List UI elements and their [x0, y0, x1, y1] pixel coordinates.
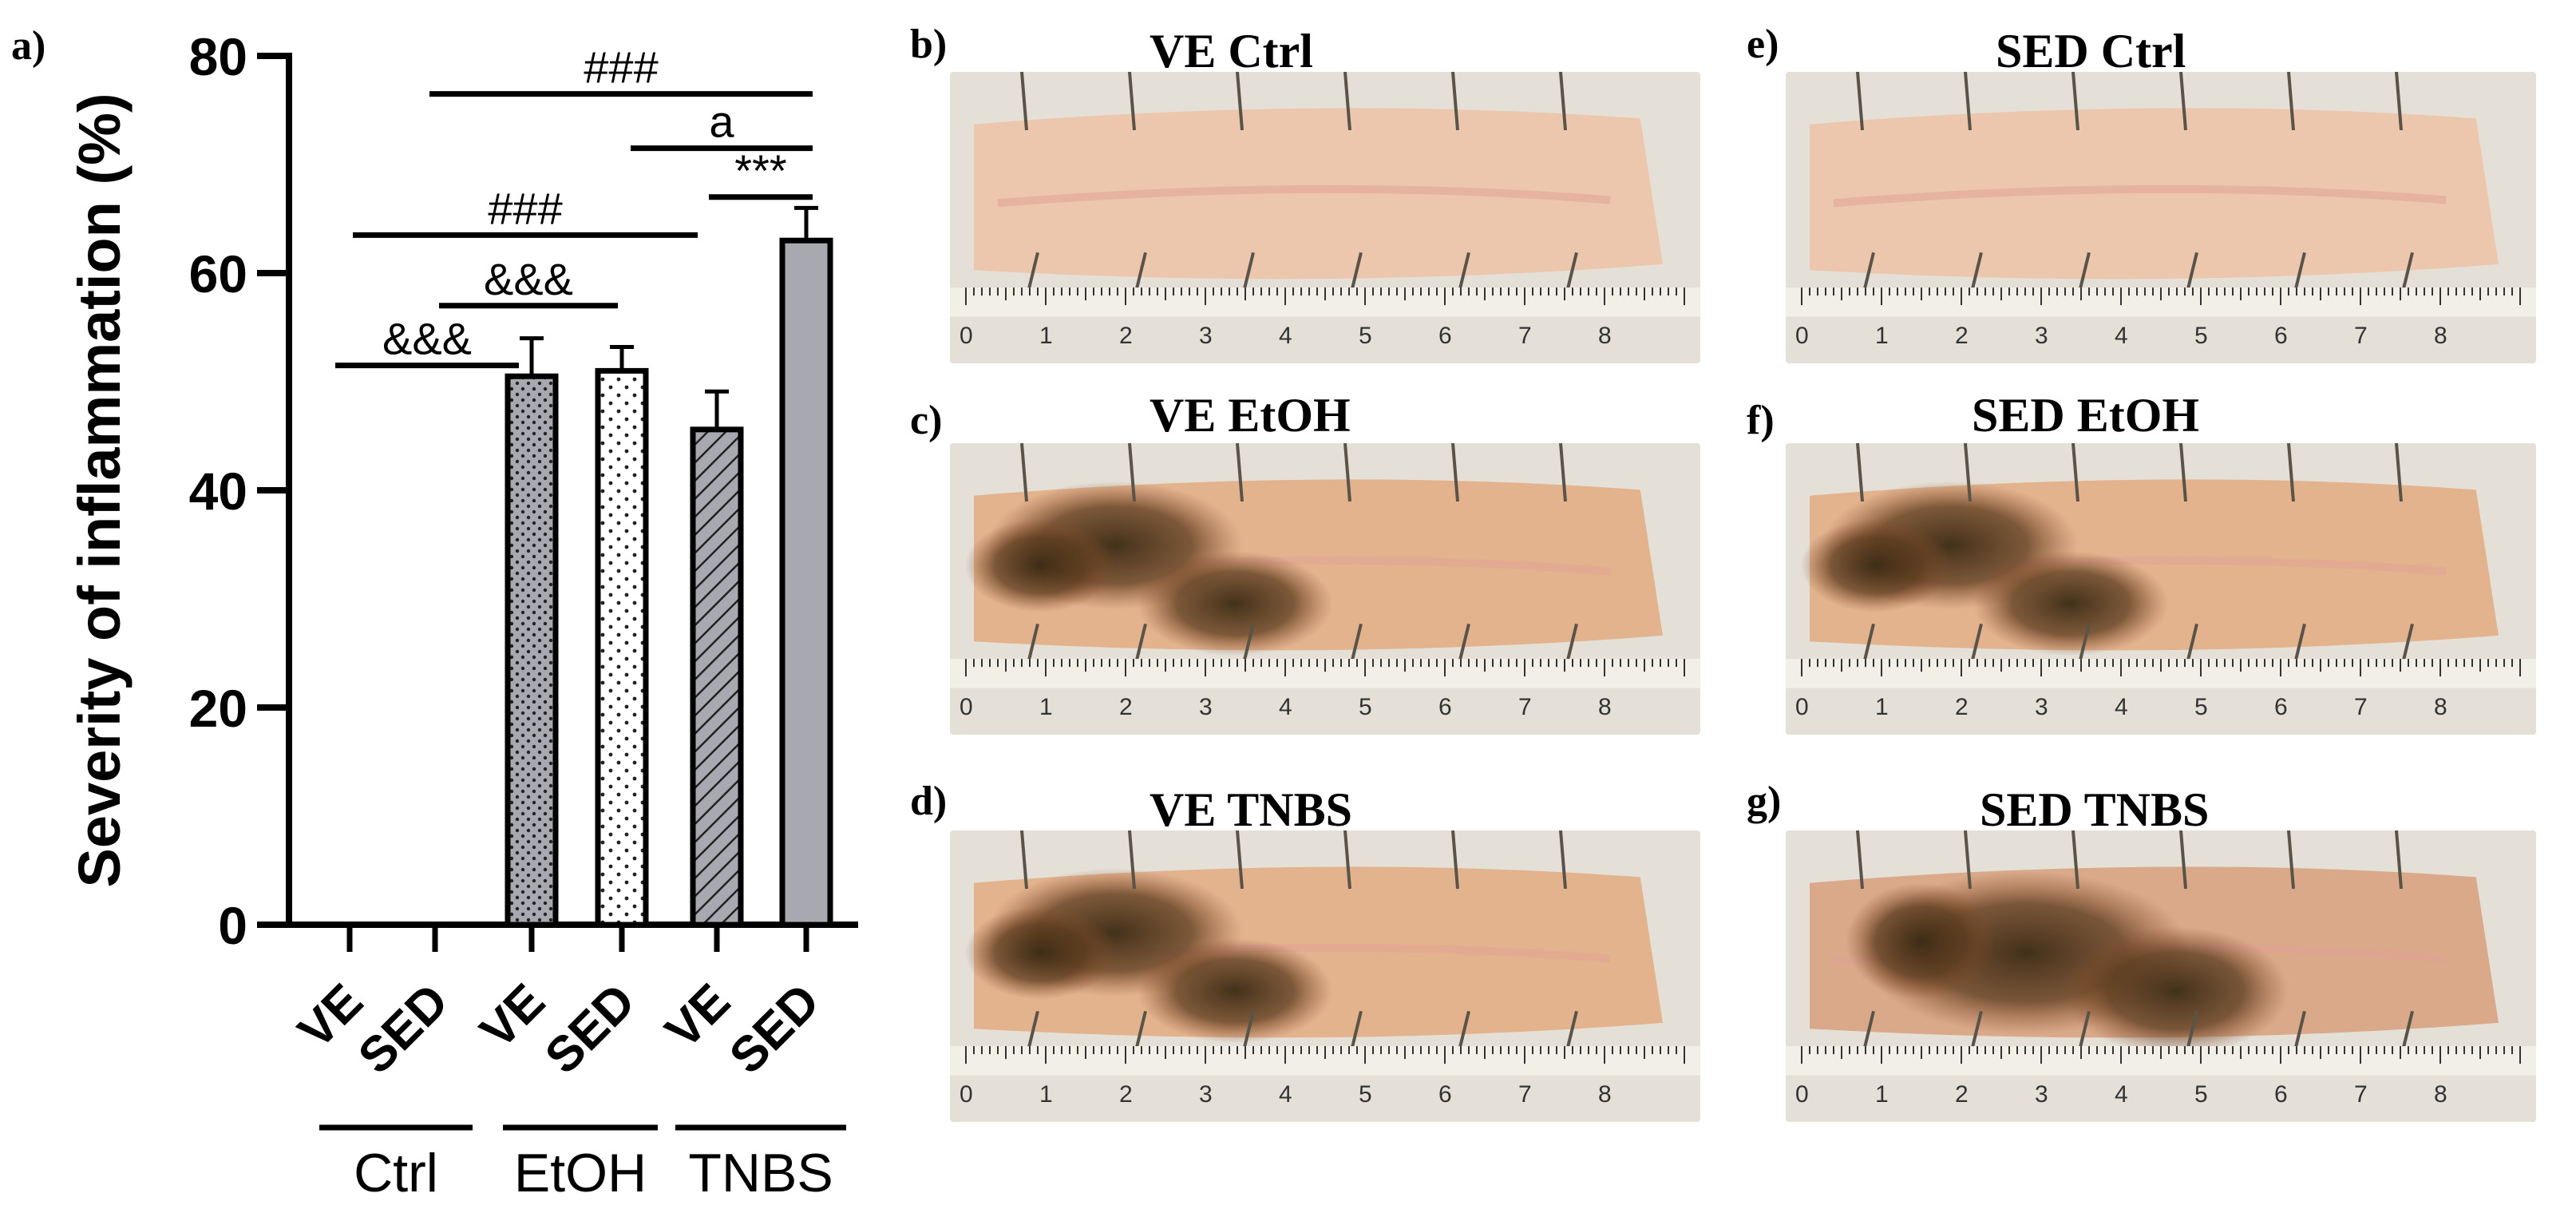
- ruler-label: 2: [1955, 693, 1969, 720]
- y-axis-label: Severity of inflammation (%): [66, 93, 133, 887]
- ruler-label: 0: [1795, 322, 1809, 349]
- panel-letter: b): [910, 22, 948, 67]
- ruler-label: 7: [2354, 693, 2368, 720]
- bar: [505, 373, 559, 928]
- ruler-label: 5: [1359, 693, 1372, 720]
- ruler-label: 3: [2035, 693, 2048, 720]
- y-tick-label: 60: [189, 244, 247, 303]
- y-tick-label: 20: [189, 679, 247, 738]
- panel-letter-a: a): [11, 23, 46, 69]
- significance-label: ###: [488, 183, 562, 233]
- category-label: SED: [535, 973, 646, 1084]
- photo-title: SED Ctrl: [1996, 25, 2186, 77]
- ruler-label: 6: [1438, 322, 1452, 349]
- colon-photo: 0 1 2 3 4 5 6 7 8: [1786, 443, 2536, 735]
- ruler-label: 0: [960, 1080, 973, 1108]
- significance-label: &&&: [382, 314, 472, 364]
- photo-title: VE Ctrl: [1150, 25, 1313, 77]
- category-label: SED: [719, 973, 830, 1084]
- ruler-label: 8: [2434, 322, 2447, 349]
- bar: [779, 237, 833, 928]
- photo-title: VE TNBS: [1150, 783, 1353, 836]
- ruler-label: 6: [1438, 1080, 1452, 1108]
- ruler-label: 6: [2274, 693, 2288, 720]
- panel-letter: d): [910, 779, 948, 824]
- ruler-label: 2: [1955, 322, 1969, 349]
- photo-title: SED TNBS: [1980, 783, 2210, 836]
- group-label: Ctrl: [354, 1143, 438, 1203]
- ruler-label: 3: [1199, 1080, 1213, 1108]
- y-tick-label: 80: [189, 27, 247, 86]
- ruler-label: 1: [1039, 1080, 1053, 1108]
- significance-label: ###: [584, 42, 658, 93]
- ruler-label: 1: [1039, 693, 1053, 720]
- panel-letter: e): [1747, 22, 1779, 67]
- ruler-label: 2: [1119, 693, 1133, 720]
- ruler-label: 3: [2035, 322, 2048, 349]
- ruler-label: 7: [1518, 1080, 1532, 1108]
- significance-label: a: [709, 97, 734, 147]
- colon-photo: 0 1 2 3 4 5 6 7 8: [950, 72, 1700, 363]
- ruler-label: 5: [1359, 322, 1372, 349]
- ruler-label: 3: [2035, 1080, 2048, 1108]
- panel-letter: f): [1747, 398, 1775, 443]
- ruler-label: 6: [2274, 1080, 2288, 1108]
- y-tick-label: 40: [189, 462, 247, 521]
- photo-title: SED EtOH: [1972, 389, 2200, 442]
- ruler-label: 7: [1518, 693, 1532, 720]
- y-tick-label: 0: [218, 896, 247, 955]
- ruler-label: 2: [1955, 1080, 1969, 1108]
- photo-title: VE EtOH: [1150, 389, 1351, 442]
- ruler-label: 5: [2194, 322, 2208, 349]
- ruler-label: 7: [2354, 1080, 2368, 1108]
- ruler-label: 7: [1518, 322, 1532, 349]
- ruler-label: 0: [1795, 693, 1809, 720]
- category-label: SED: [348, 973, 459, 1084]
- colon-photo: 0 1 2 3 4 5 6 7 8: [1786, 72, 2536, 363]
- ruler-label: 0: [1795, 1080, 1809, 1108]
- ruler-label: 7: [2354, 322, 2368, 349]
- ruler-label: 4: [2115, 322, 2128, 349]
- colon-photo: 0 1 2 3 4 5 6 7 8: [950, 443, 1700, 735]
- ruler-label: 6: [2274, 322, 2288, 349]
- panel-letter: c): [910, 398, 943, 443]
- ruler-label: 4: [1279, 1080, 1292, 1108]
- ruler-label: 1: [1875, 693, 1889, 720]
- bar: [690, 426, 744, 928]
- colon-photo: 0 1 2 3 4 5 6 7 8: [1786, 830, 2536, 1122]
- panel-letter: g): [1747, 779, 1782, 824]
- ruler-label: 8: [2434, 693, 2447, 720]
- group-label: TNBS: [688, 1143, 833, 1203]
- ruler-label: 5: [1359, 1080, 1372, 1108]
- ruler-label: 0: [960, 322, 973, 349]
- ruler-label: 4: [2115, 1080, 2128, 1108]
- ruler-label: 1: [1039, 322, 1053, 349]
- ruler-label: 3: [1199, 693, 1213, 720]
- ruler-label: 2: [1119, 322, 1133, 349]
- ruler-label: 1: [1875, 322, 1889, 349]
- ruler-label: 8: [2434, 1080, 2447, 1108]
- ruler-label: 1: [1875, 1080, 1889, 1108]
- ruler-label: 6: [1438, 693, 1452, 720]
- ruler-label: 8: [1598, 322, 1612, 349]
- ruler-label: 3: [1199, 322, 1213, 349]
- significance-label: &&&: [484, 254, 573, 304]
- colon-photo: 0 1 2 3 4 5 6 7 8: [950, 830, 1700, 1122]
- ruler-label: 4: [1279, 693, 1292, 720]
- ruler-label: 4: [1279, 322, 1292, 349]
- ruler-label: 5: [2194, 1080, 2208, 1108]
- ruler-label: 5: [2194, 693, 2208, 720]
- significance-label: ***: [734, 145, 786, 196]
- ruler-label: 2: [1119, 1080, 1133, 1108]
- ruler-label: 0: [960, 693, 973, 720]
- ruler-label: 8: [1598, 693, 1612, 720]
- group-label: EtOH: [514, 1143, 647, 1203]
- ruler-label: 8: [1598, 1080, 1612, 1108]
- bar: [595, 367, 649, 928]
- ruler-label: 4: [2115, 693, 2128, 720]
